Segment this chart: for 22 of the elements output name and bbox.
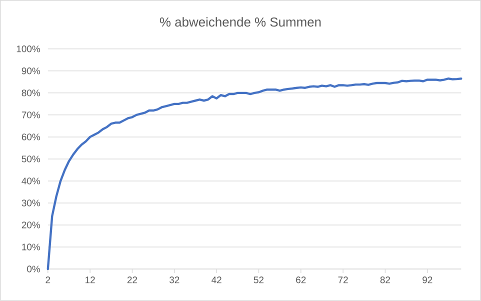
- y-tick-label: 60%: [22, 134, 40, 140]
- x-tick-label: 2: [46, 276, 50, 284]
- x-tick-label: 12: [86, 276, 95, 284]
- y-tick-label: 0%: [27, 266, 40, 272]
- chart-title: % abweichende % Summen: [160, 17, 321, 27]
- y-tick-label: 80%: [22, 90, 40, 96]
- y-tick-label: 90%: [22, 68, 40, 74]
- x-tick-label: 42: [212, 276, 222, 284]
- x-tick-label: 82: [380, 276, 390, 284]
- x-tick-label: 62: [296, 276, 306, 284]
- x-tick-label: 32: [169, 276, 180, 284]
- y-tick-label: 70%: [22, 112, 40, 118]
- x-tick-label: 22: [127, 276, 138, 284]
- y-tick-label: 50%: [22, 156, 40, 162]
- y-tick-label: 20%: [22, 222, 40, 228]
- y-tick-label: 10%: [22, 244, 40, 250]
- y-tick-label: 30%: [22, 200, 40, 206]
- y-tick-label: 40%: [22, 178, 40, 184]
- y-tick-label: 100%: [16, 46, 40, 52]
- x-tick-label: 52: [254, 276, 264, 284]
- x-tick-label: 92: [422, 276, 432, 284]
- x-tick-label: 72: [338, 276, 348, 284]
